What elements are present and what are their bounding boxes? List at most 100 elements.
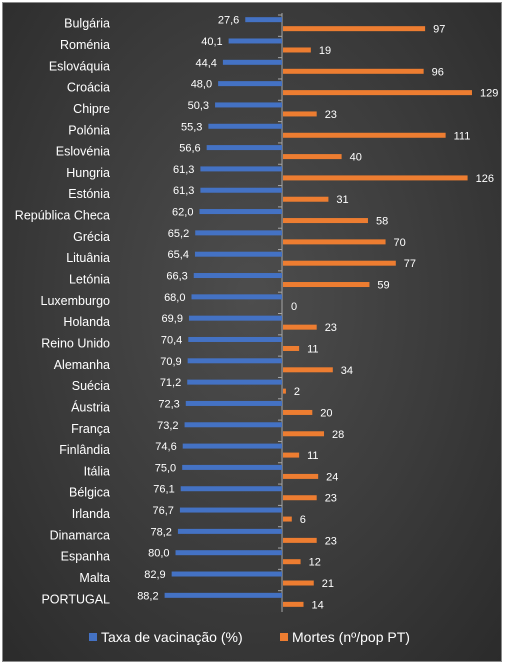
- bar-deaths: [283, 601, 304, 607]
- bar-deaths: [283, 367, 333, 373]
- data-label-deaths: 126: [476, 173, 494, 185]
- bar-deaths: [283, 68, 424, 74]
- data-label-vaccination: 65,2: [168, 228, 189, 240]
- bar-vaccination: [228, 38, 282, 44]
- category-label: Bulgária: [64, 17, 110, 31]
- bar-vaccination: [222, 59, 282, 65]
- bar-deaths: [283, 47, 311, 53]
- bar-vaccination: [184, 422, 282, 428]
- bar-vaccination: [218, 81, 282, 87]
- data-label-vaccination: 72,3: [158, 398, 179, 410]
- category-label: Dinamarca: [50, 528, 110, 542]
- category-label: Estónia: [68, 187, 110, 201]
- data-label-vaccination: 78,2: [150, 526, 171, 538]
- category-label: Eslovénia: [56, 145, 110, 159]
- data-label-deaths: 24: [326, 471, 338, 483]
- category-label: PORTUGAL: [41, 592, 110, 606]
- data-label-deaths: 96: [432, 66, 444, 78]
- bar-deaths: [283, 90, 472, 96]
- bar-deaths: [283, 154, 342, 160]
- data-label-vaccination: 88,2: [137, 590, 158, 602]
- bar-vaccination: [177, 528, 282, 534]
- data-label-deaths: 19: [319, 45, 331, 57]
- data-label-deaths: 23: [325, 535, 337, 547]
- bar-vaccination: [195, 230, 282, 236]
- data-label-deaths: 31: [336, 194, 348, 206]
- data-label-vaccination: 76,1: [153, 484, 174, 496]
- bar-vaccination: [185, 400, 282, 406]
- legend-swatch-deaths: [280, 633, 288, 641]
- category-label: Eslováquia: [49, 59, 110, 73]
- category-label: República Checa: [15, 209, 110, 223]
- data-label-deaths: 14: [312, 599, 324, 611]
- bar-deaths: [283, 388, 286, 394]
- data-label-vaccination: 68,0: [164, 292, 185, 304]
- bar-deaths: [283, 431, 325, 437]
- bar-deaths: [283, 132, 446, 138]
- category-label: Luxemburgo: [41, 294, 111, 308]
- data-label-deaths: 77: [404, 258, 416, 270]
- data-label-vaccination: 70,9: [160, 356, 181, 368]
- bar-vaccination: [188, 336, 282, 342]
- legend: Taxa de vacinação (%) Mortes (nº/pop PT): [89, 629, 410, 645]
- data-label-deaths: 11: [307, 450, 318, 462]
- data-label-deaths: 59: [377, 280, 389, 292]
- data-label-deaths: 6: [300, 514, 306, 526]
- data-label-vaccination: 61,3: [173, 185, 194, 197]
- bar-deaths: [283, 26, 426, 32]
- chart-area: Bulgária 27,6 97 Roménia 40,1 19 Eslováquia 44,…: [2, 2, 502, 662]
- category-label: Espanha: [61, 550, 110, 564]
- category-label: Hungria: [66, 166, 110, 180]
- bar-deaths: [283, 495, 317, 501]
- bar-deaths: [283, 218, 368, 224]
- category-label: Holanda: [63, 315, 110, 329]
- data-label-vaccination: 73,2: [157, 420, 178, 432]
- data-label-vaccination: 80,0: [148, 548, 169, 560]
- data-label-deaths: 2: [294, 386, 300, 398]
- legend-label-deaths: Mortes (nº/pop PT): [292, 629, 410, 645]
- category-label: Malta: [79, 571, 110, 585]
- bar-deaths: [283, 580, 314, 586]
- bar-deaths: [283, 409, 313, 415]
- data-label-deaths: 23: [325, 322, 337, 334]
- data-label-vaccination: 82,9: [144, 569, 165, 581]
- bar-vaccination: [187, 379, 282, 385]
- legend-swatch-vaccination: [89, 633, 97, 641]
- data-label-deaths: 97: [433, 24, 445, 36]
- bar-vaccination: [245, 17, 282, 23]
- bar-vaccination: [208, 123, 282, 129]
- data-label-vaccination: 71,2: [160, 377, 181, 389]
- bar-deaths: [283, 559, 301, 565]
- data-label-deaths: 11: [307, 343, 318, 355]
- bar-vaccination: [199, 209, 282, 215]
- category-label: Irlanda: [72, 507, 110, 521]
- data-label-deaths: 21: [322, 578, 334, 590]
- bar-vaccination: [175, 550, 282, 556]
- data-label-vaccination: 56,6: [179, 143, 200, 155]
- data-label-vaccination: 50,3: [188, 100, 209, 112]
- data-label-vaccination: 65,4: [168, 249, 189, 261]
- bar-vaccination: [191, 294, 282, 300]
- bar-vaccination: [194, 251, 282, 257]
- bar-vaccination: [200, 187, 282, 193]
- data-label-deaths: 28: [332, 429, 344, 441]
- category-label: Letónia: [69, 273, 110, 287]
- data-label-vaccination: 61,3: [173, 164, 194, 176]
- bar-vaccination: [188, 315, 282, 321]
- data-label-deaths: 111: [454, 130, 471, 142]
- data-label-vaccination: 55,3: [181, 121, 202, 133]
- category-label: Lituânia: [66, 251, 110, 265]
- data-label-vaccination: 48,0: [191, 79, 212, 91]
- data-label-vaccination: 75,0: [155, 462, 176, 474]
- category-label: Roménia: [60, 38, 110, 52]
- legend-label-vaccination: Taxa de vacinação (%): [101, 629, 243, 645]
- bar-vaccination: [215, 102, 282, 108]
- category-label: França: [71, 422, 110, 436]
- bar-deaths: [283, 516, 292, 522]
- data-label-deaths: 129: [480, 88, 498, 100]
- bar-deaths: [283, 473, 319, 479]
- bar-vaccination: [200, 166, 282, 172]
- bar-deaths: [283, 175, 468, 181]
- bar-deaths: [283, 537, 317, 543]
- bar-deaths: [283, 196, 329, 202]
